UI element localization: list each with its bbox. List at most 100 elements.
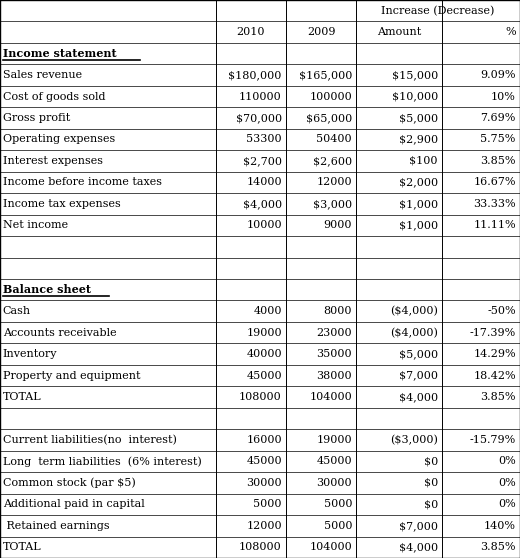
Text: $180,000: $180,000	[228, 70, 282, 80]
Text: 104000: 104000	[309, 542, 352, 552]
Text: 33.33%: 33.33%	[473, 199, 516, 209]
Text: Cost of goods sold: Cost of goods sold	[3, 92, 105, 102]
Text: 100000: 100000	[309, 92, 352, 102]
Text: 4000: 4000	[253, 306, 282, 316]
Text: Operating expenses: Operating expenses	[3, 134, 115, 145]
Text: 12000: 12000	[246, 521, 282, 531]
Text: Income tax expenses: Income tax expenses	[3, 199, 120, 209]
Text: ($3,000): ($3,000)	[390, 435, 438, 445]
Text: 8000: 8000	[323, 306, 352, 316]
Text: Income before income taxes: Income before income taxes	[3, 177, 162, 187]
Text: 0%: 0%	[498, 499, 516, 509]
Text: $15,000: $15,000	[392, 70, 438, 80]
Text: 16.67%: 16.67%	[473, 177, 516, 187]
Text: 110000: 110000	[239, 92, 282, 102]
Text: $4,000: $4,000	[399, 542, 438, 552]
Text: 30000: 30000	[246, 478, 282, 488]
Text: $2,700: $2,700	[243, 156, 282, 166]
Text: 5000: 5000	[253, 499, 282, 509]
Text: 104000: 104000	[309, 392, 352, 402]
Text: 19000: 19000	[246, 328, 282, 338]
Text: $4,000: $4,000	[243, 199, 282, 209]
Text: $0: $0	[424, 499, 438, 509]
Text: 40000: 40000	[246, 349, 282, 359]
Text: $2,000: $2,000	[399, 177, 438, 187]
Text: 12000: 12000	[316, 177, 352, 187]
Text: $2,900: $2,900	[399, 134, 438, 145]
Text: 9000: 9000	[323, 220, 352, 230]
Text: Sales revenue: Sales revenue	[3, 70, 82, 80]
Text: 3.85%: 3.85%	[480, 542, 516, 552]
Text: 3.85%: 3.85%	[480, 392, 516, 402]
Text: Current liabilities(no  interest): Current liabilities(no interest)	[3, 435, 176, 445]
Text: 0%: 0%	[498, 456, 516, 466]
Text: 16000: 16000	[246, 435, 282, 445]
Text: 19000: 19000	[316, 435, 352, 445]
Text: $7,000: $7,000	[399, 371, 438, 381]
Text: 7.69%: 7.69%	[480, 113, 516, 123]
Text: $5,000: $5,000	[399, 113, 438, 123]
Text: $1,000: $1,000	[399, 199, 438, 209]
Text: 108000: 108000	[239, 542, 282, 552]
Text: Additional paid in capital: Additional paid in capital	[3, 499, 145, 509]
Text: 45000: 45000	[246, 371, 282, 381]
Text: 0%: 0%	[498, 478, 516, 488]
Text: Balance sheet: Balance sheet	[3, 284, 90, 295]
Text: 18.42%: 18.42%	[473, 371, 516, 381]
Text: -15.79%: -15.79%	[470, 435, 516, 445]
Text: 10000: 10000	[246, 220, 282, 230]
Text: TOTAL: TOTAL	[3, 392, 41, 402]
Text: Income statement: Income statement	[3, 48, 116, 59]
Text: Property and equipment: Property and equipment	[3, 371, 140, 381]
Text: Retained earnings: Retained earnings	[3, 521, 109, 531]
Text: 5000: 5000	[323, 521, 352, 531]
Text: Accounts receivable: Accounts receivable	[3, 328, 116, 338]
Text: 45000: 45000	[316, 456, 352, 466]
Text: $3,000: $3,000	[313, 199, 352, 209]
Text: 30000: 30000	[316, 478, 352, 488]
Text: 53300: 53300	[246, 134, 282, 145]
Text: Cash: Cash	[3, 306, 31, 316]
Text: $7,000: $7,000	[399, 521, 438, 531]
Text: 5.75%: 5.75%	[480, 134, 516, 145]
Text: $1,000: $1,000	[399, 220, 438, 230]
Text: 23000: 23000	[316, 328, 352, 338]
Text: ($4,000): ($4,000)	[390, 328, 438, 338]
Text: $0: $0	[424, 456, 438, 466]
Text: 108000: 108000	[239, 392, 282, 402]
Text: 2009: 2009	[307, 27, 335, 37]
Text: $70,000: $70,000	[236, 113, 282, 123]
Text: $10,000: $10,000	[392, 92, 438, 102]
Text: $165,000: $165,000	[298, 70, 352, 80]
Text: Gross profit: Gross profit	[3, 113, 70, 123]
Text: 3.85%: 3.85%	[480, 156, 516, 166]
Text: $4,000: $4,000	[399, 392, 438, 402]
Text: Long  term liabilities  (6% interest): Long term liabilities (6% interest)	[3, 456, 201, 466]
Text: $100: $100	[409, 156, 438, 166]
Text: Net income: Net income	[3, 220, 68, 230]
Text: 35000: 35000	[316, 349, 352, 359]
Text: 10%: 10%	[491, 92, 516, 102]
Text: -50%: -50%	[487, 306, 516, 316]
Text: TOTAL: TOTAL	[3, 542, 41, 552]
Text: %: %	[505, 27, 516, 37]
Text: $0: $0	[424, 478, 438, 488]
Text: 14.29%: 14.29%	[473, 349, 516, 359]
Text: 50400: 50400	[316, 134, 352, 145]
Text: 5000: 5000	[323, 499, 352, 509]
Text: $65,000: $65,000	[306, 113, 352, 123]
Text: ($4,000): ($4,000)	[390, 306, 438, 316]
Text: Common stock (par $5): Common stock (par $5)	[3, 478, 135, 488]
Text: Amount: Amount	[377, 27, 421, 37]
Text: 140%: 140%	[484, 521, 516, 531]
Text: 2010: 2010	[237, 27, 265, 37]
Text: 45000: 45000	[246, 456, 282, 466]
Text: 38000: 38000	[316, 371, 352, 381]
Text: Increase (Decrease): Increase (Decrease)	[381, 6, 495, 16]
Text: 11.11%: 11.11%	[473, 220, 516, 230]
Text: $5,000: $5,000	[399, 349, 438, 359]
Text: 9.09%: 9.09%	[480, 70, 516, 80]
Text: Interest expenses: Interest expenses	[3, 156, 102, 166]
Text: -17.39%: -17.39%	[470, 328, 516, 338]
Text: $2,600: $2,600	[313, 156, 352, 166]
